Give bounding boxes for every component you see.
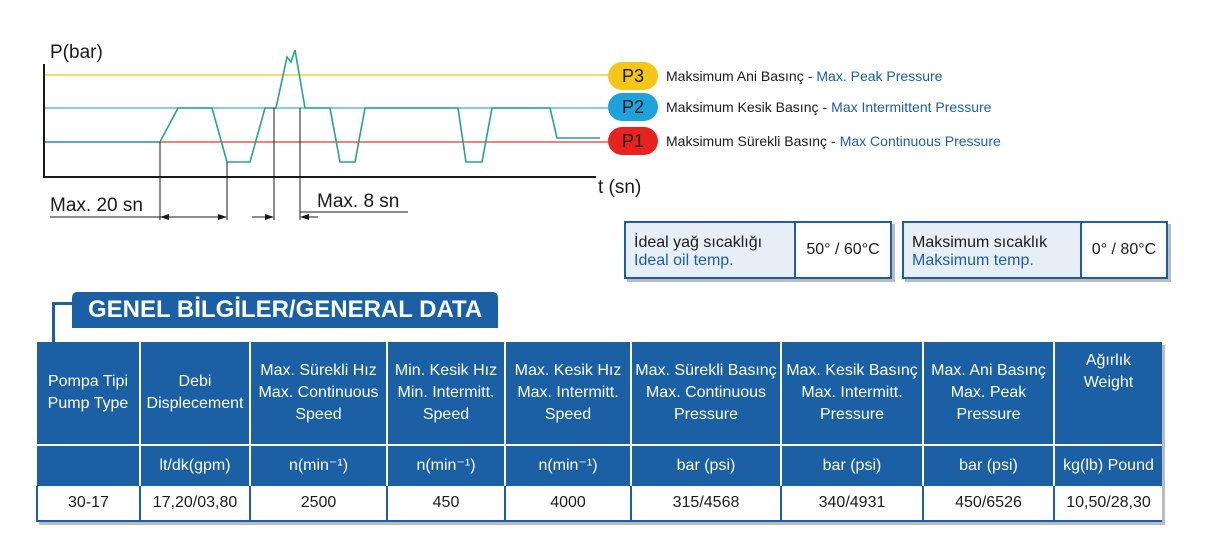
y-axis-label: P(bar) xyxy=(50,42,103,63)
table-cell: 315/4568 xyxy=(631,486,782,522)
section-bracket xyxy=(52,302,55,342)
legend-separator: - xyxy=(822,99,828,115)
pressure-diagram: P(bar) t (sn) Max. 20 sn Max. 8 sn xyxy=(43,42,641,220)
legend-label-tr: Maksimum Sürekli Basınç xyxy=(666,133,828,149)
table-units-row: lt/dk(gpm) n(min⁻¹) n(min⁻¹) n(min⁻¹) ba… xyxy=(37,444,1162,486)
arrowhead xyxy=(160,214,169,220)
section-title: GENEL BİLGİLER/GENERAL DATA xyxy=(88,296,483,323)
table-cell: 340/4931 xyxy=(781,486,924,522)
max-temp-label-tr: Maksimum sıcaklık xyxy=(912,234,1048,251)
general-data-table: Pompa Tipi Pump Type Debi Displecement Max… xyxy=(36,342,1162,522)
table-cell: 30-17 xyxy=(36,486,141,522)
table-cell: 10,50/28,30 xyxy=(1054,486,1162,522)
unit-cell xyxy=(37,444,141,486)
header-displacement: Debi Displecement xyxy=(140,342,251,445)
legend-label-en: Max. Peak Pressure xyxy=(816,68,943,84)
table-header-row: Pompa Tipi Pump Type Debi Displecement Max… xyxy=(37,342,1162,445)
unit-cell: lt/dk(gpm) xyxy=(140,444,251,486)
p1-badge: P1 xyxy=(608,127,658,155)
table-cell: 4000 xyxy=(505,486,632,522)
table-cell: 450 xyxy=(387,486,506,522)
max-temp-label-en: Maksimum temp. xyxy=(912,252,1034,269)
section-title-tab: GENEL BİLGİLER/GENERAL DATA xyxy=(72,292,499,328)
ideal-oil-temp-label-en: Ideal oil temp. xyxy=(634,252,734,269)
p3-badge: P3 xyxy=(608,62,658,90)
unit-cell: bar (psi) xyxy=(631,444,782,486)
legend-label-tr: Maksimum Kesik Basınç xyxy=(666,99,819,115)
unit-cell: bar (psi) xyxy=(923,444,1055,486)
header-pump-type: Pompa Tipi Pump Type xyxy=(37,342,141,445)
header-max-intermittent-pressure: Max. Kesik Basınç Max. Intermitt. Pressure xyxy=(781,342,924,445)
pressure-trace xyxy=(44,49,600,163)
unit-cell: n(min⁻¹) xyxy=(387,444,506,486)
legend-item-p2: P2 Maksimum Kesik Basınç - Max Intermitt… xyxy=(608,92,991,122)
ideal-oil-temp-label-tr: İdeal yağ sıcaklığı xyxy=(634,234,763,251)
max-temp-value: 0° / 80°C xyxy=(1091,241,1157,258)
legend-label-en: Max Intermittent Pressure xyxy=(831,99,992,115)
table-cell: 450/6526 xyxy=(923,486,1055,522)
max-temp-box: Maksimum sıcaklık Maksimum temp. 0° / 80… xyxy=(902,221,1168,279)
unit-cell: bar (psi) xyxy=(781,444,924,486)
arrowhead xyxy=(300,214,309,220)
legend-separator: - xyxy=(831,133,836,149)
header-max-continuous-speed: Max. Sürekli Hız Max. Continuous Speed xyxy=(250,342,388,445)
annotation-max-20: Max. 20 sn xyxy=(50,195,143,216)
unit-cell: kg(lb) Pound xyxy=(1054,444,1162,486)
header-max-peak-pressure: Max. Ani Basınç Max. Peak Pressure xyxy=(923,342,1055,445)
table-cell: 2500 xyxy=(250,486,388,522)
arrowhead xyxy=(218,214,227,220)
p2-badge: P2 xyxy=(608,93,658,121)
unit-cell: n(min⁻¹) xyxy=(250,444,388,486)
legend-label-en: Max Continuous Pressure xyxy=(839,133,1001,149)
legend-item-p1: P1 Maksimum Sürekli Basınç - Max Continu… xyxy=(608,126,1001,156)
section-bracket xyxy=(52,302,76,305)
header-max-continuous-pressure: Max. Sürekli Basınç Max. Continuous Pressu… xyxy=(631,342,782,445)
unit-cell: n(min⁻¹) xyxy=(505,444,632,486)
legend-separator: - xyxy=(807,68,813,84)
x-axis-label: t (sn) xyxy=(598,177,641,198)
ideal-oil-temp-box: İdeal yağ sıcaklığı Ideal oil temp. 50° … xyxy=(624,221,892,279)
annotation-max-8: Max. 8 sn xyxy=(317,191,399,212)
legend-label-tr: Maksimum Ani Basınç xyxy=(666,68,804,84)
arrowhead xyxy=(265,214,274,220)
header-max-intermittent-speed: Max. Kesik Hız Max. Intermitt. Speed xyxy=(505,342,632,445)
legend-item-p3: P3 Maksimum Ani Basınç - Max. Peak Press… xyxy=(608,61,942,91)
header-weight: Ağırlık Weight xyxy=(1054,342,1162,445)
header-min-intermittent-speed: Min. Kesik Hız Min. Intermitt. Speed xyxy=(387,342,506,445)
max-temp-label: Maksimum sıcaklık Maksimum temp. xyxy=(904,223,1082,277)
table-cell: 17,20/03,80 xyxy=(140,486,251,522)
table-row: 30-17 17,20/03,80 2500 450 4000 315/4568… xyxy=(36,486,1162,522)
ideal-oil-temp-value: 50° / 60°C xyxy=(806,241,880,258)
ideal-oil-temp-label: İdeal yağ sıcaklığı Ideal oil temp. xyxy=(626,223,796,277)
